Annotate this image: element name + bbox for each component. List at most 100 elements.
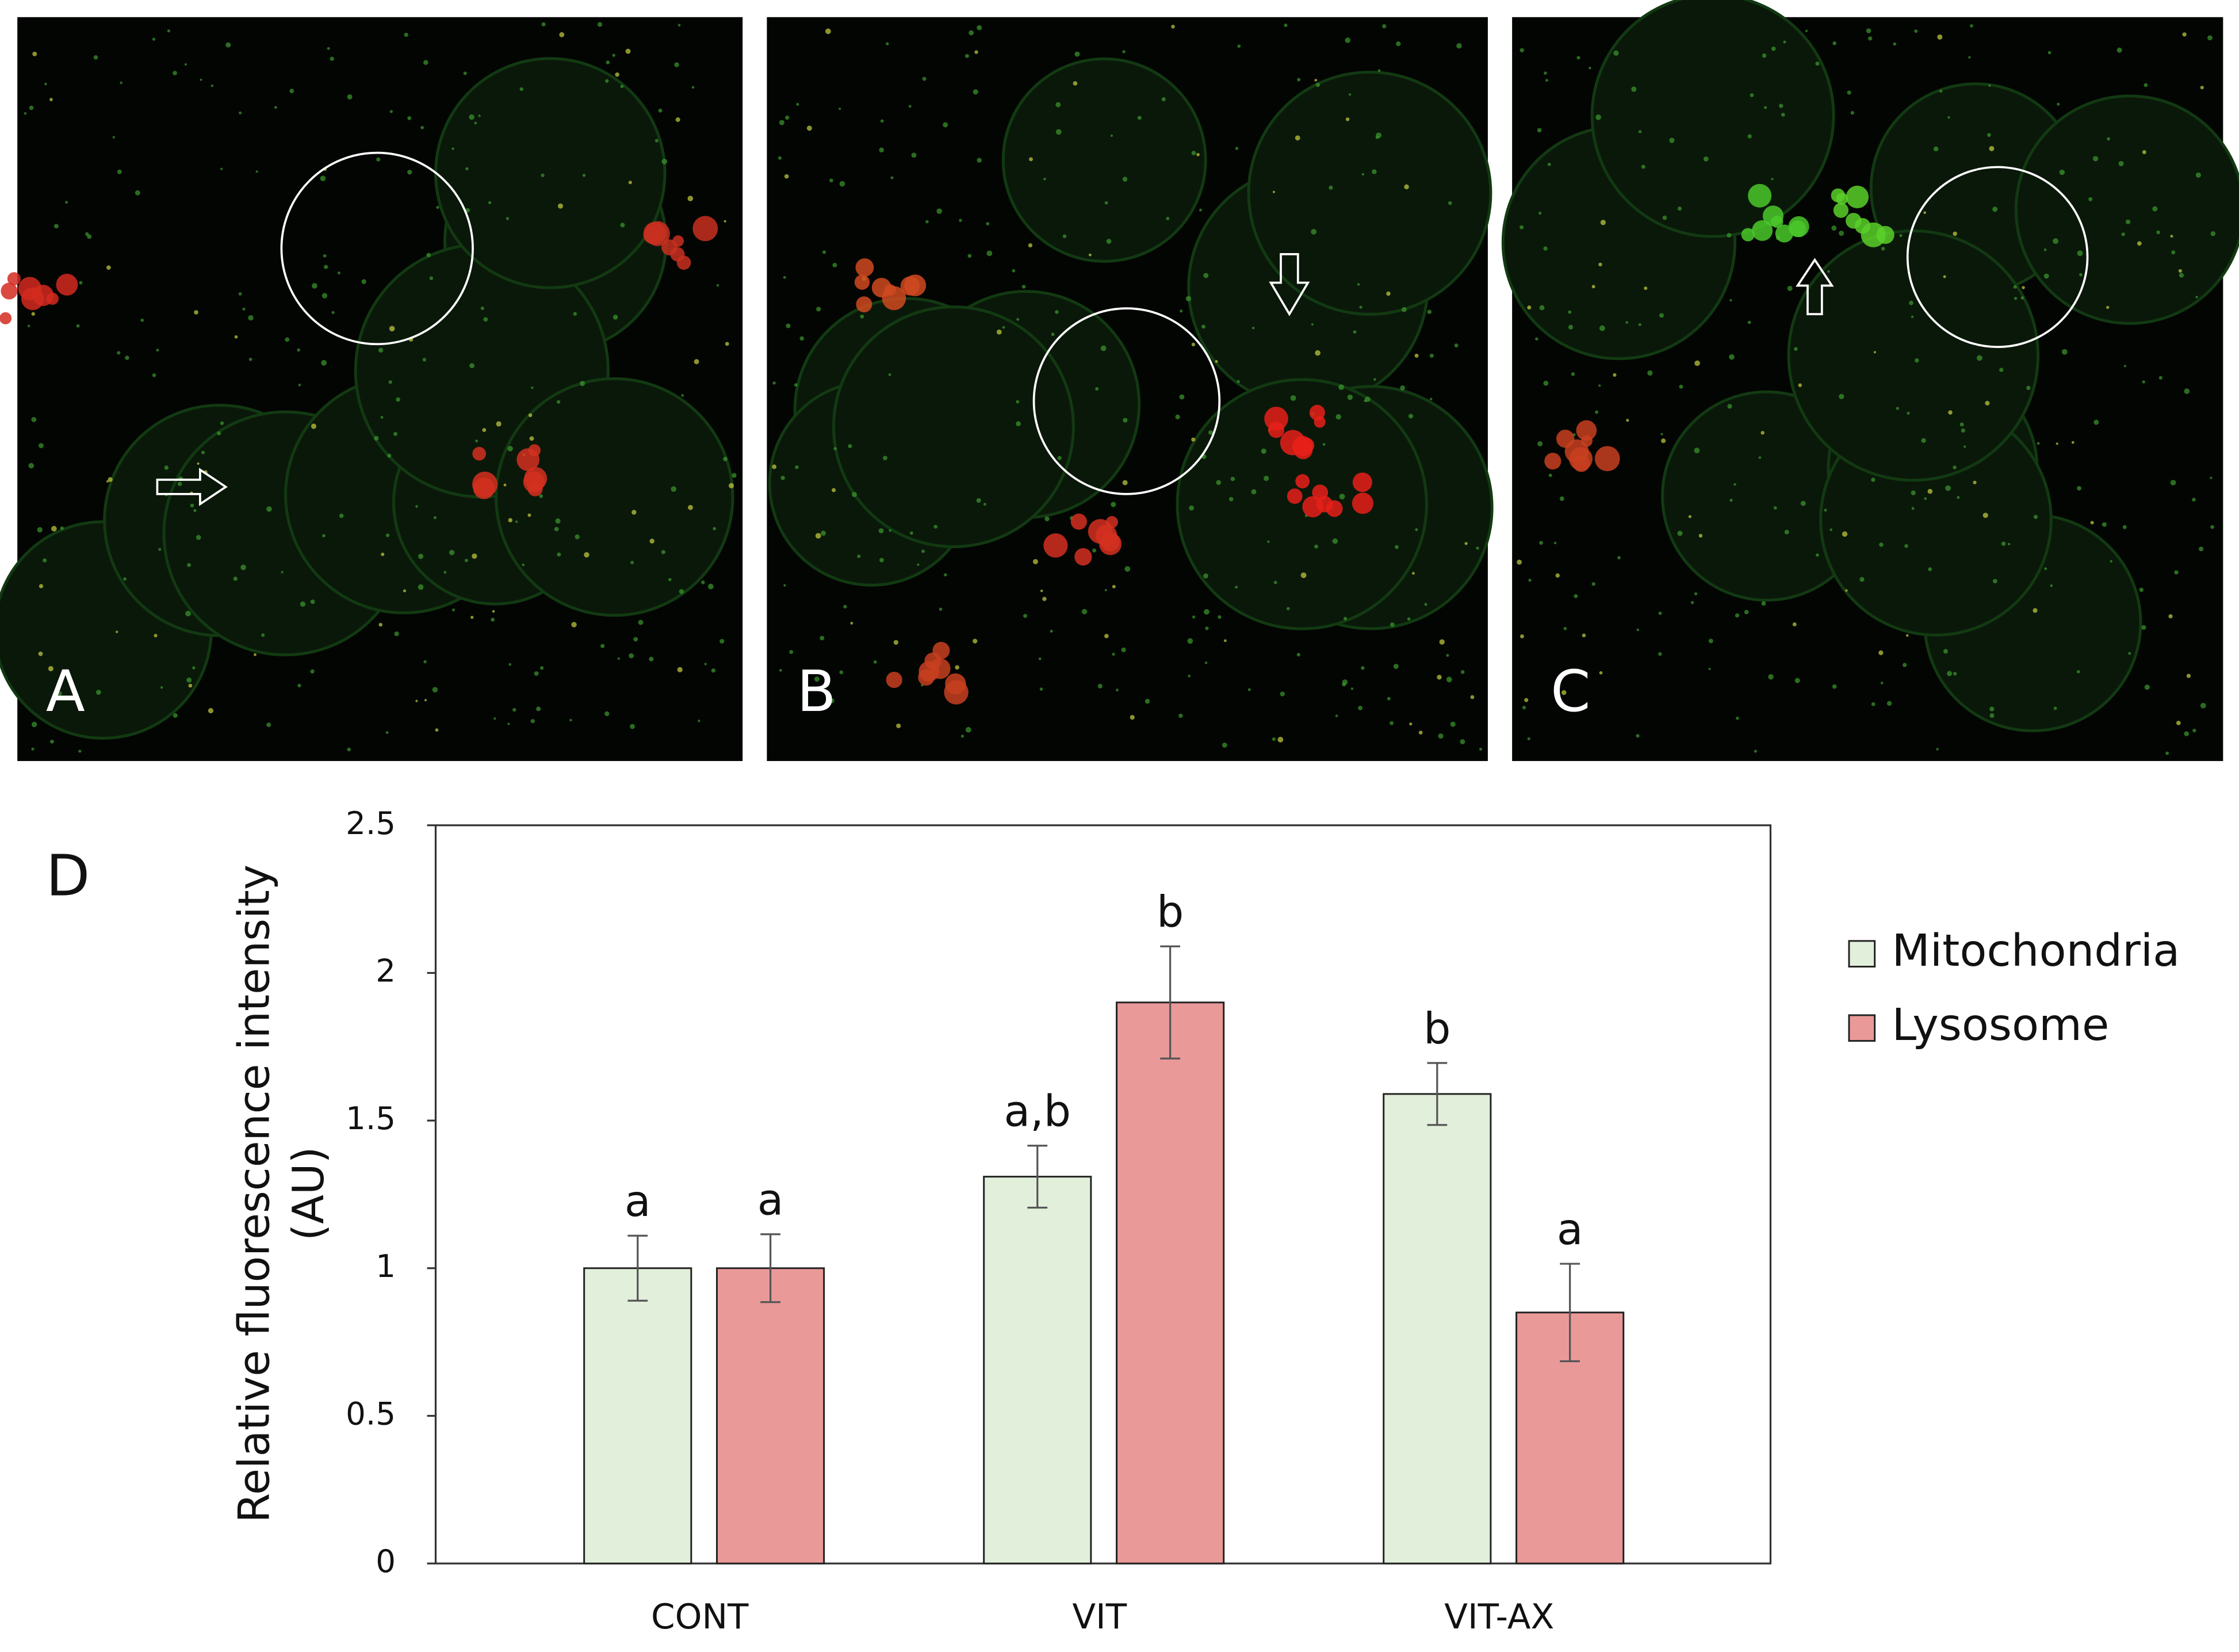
speck — [556, 400, 561, 404]
stain — [924, 652, 941, 670]
speck — [557, 552, 561, 557]
speck — [1543, 380, 1549, 386]
speck — [1062, 234, 1067, 238]
stain — [1352, 492, 1374, 514]
speck — [152, 37, 156, 41]
speck — [620, 223, 625, 228]
speck — [1272, 737, 1276, 741]
speck — [1092, 548, 1096, 553]
speck — [512, 708, 516, 712]
speck — [679, 589, 684, 594]
stain — [871, 277, 891, 297]
speck — [613, 315, 618, 320]
speck — [337, 271, 340, 275]
speck — [1218, 615, 1222, 619]
stain — [472, 471, 498, 498]
speck — [1044, 516, 1050, 522]
speck — [701, 580, 705, 584]
speck — [1735, 613, 1740, 618]
speck — [780, 476, 785, 480]
stain — [1100, 532, 1120, 552]
speck — [2199, 546, 2204, 552]
speck — [629, 653, 634, 659]
speck — [380, 416, 384, 419]
speck — [921, 549, 925, 553]
speck — [1599, 671, 1603, 675]
speck — [1845, 589, 1848, 592]
speck — [1300, 572, 1307, 579]
stain — [645, 221, 670, 246]
stain — [855, 258, 874, 277]
speck — [187, 563, 192, 567]
speck — [890, 176, 894, 179]
speck — [197, 462, 200, 465]
speck — [1914, 29, 1918, 33]
speck — [49, 98, 53, 101]
speck — [200, 78, 202, 81]
speck — [1002, 326, 1005, 329]
speck — [789, 650, 794, 655]
speck — [1104, 589, 1107, 592]
speck — [1658, 611, 1662, 615]
speck — [1924, 497, 1927, 500]
speck — [196, 535, 201, 540]
speck — [559, 32, 565, 37]
speck — [1911, 507, 1915, 510]
speck — [44, 82, 47, 86]
speck — [1335, 414, 1341, 420]
speck — [435, 728, 439, 732]
speck — [2014, 297, 2018, 300]
stain — [944, 680, 969, 705]
speck — [1880, 682, 1884, 684]
speck — [1520, 225, 1524, 230]
speck — [2118, 160, 2124, 166]
speck — [48, 666, 53, 671]
speck — [186, 677, 192, 683]
speck — [1345, 37, 1351, 43]
speck — [167, 29, 171, 33]
speck — [631, 510, 637, 515]
speck — [1905, 634, 1909, 637]
speck — [1625, 321, 1628, 324]
speck — [1424, 603, 1427, 606]
significance-label: b — [1423, 1004, 1450, 1054]
speck — [531, 387, 534, 389]
speck — [1871, 477, 1876, 482]
significance-label: a — [757, 1175, 784, 1225]
speck — [488, 201, 492, 205]
speck — [53, 224, 59, 229]
cell — [1176, 378, 1428, 630]
speck — [886, 42, 889, 45]
speck — [704, 663, 707, 666]
stain — [1833, 202, 1849, 218]
cell — [2014, 94, 2239, 325]
stain — [692, 216, 718, 242]
speck — [480, 306, 484, 310]
speck — [633, 637, 638, 642]
speck — [266, 506, 272, 512]
speck — [908, 105, 912, 108]
speck — [1911, 315, 1914, 319]
speck — [880, 119, 884, 123]
speck — [794, 383, 798, 387]
speck — [2076, 670, 2080, 674]
speck — [857, 555, 861, 559]
speck — [1968, 56, 1971, 59]
micrographs — [0, 0, 2239, 762]
speck — [933, 525, 938, 529]
y-tick-label: 0 — [376, 1543, 396, 1580]
speck — [519, 87, 523, 91]
stain — [1580, 435, 1593, 447]
speck — [2200, 86, 2204, 90]
speck — [1055, 102, 1061, 108]
speck — [893, 640, 898, 645]
speck — [1124, 566, 1131, 572]
speck — [1528, 579, 1532, 582]
speck — [2179, 273, 2184, 278]
speck — [597, 22, 603, 27]
speck — [1216, 480, 1222, 485]
speck — [2192, 498, 2196, 502]
stain — [1326, 500, 1343, 517]
speck — [311, 283, 317, 289]
speck — [1729, 354, 1735, 360]
